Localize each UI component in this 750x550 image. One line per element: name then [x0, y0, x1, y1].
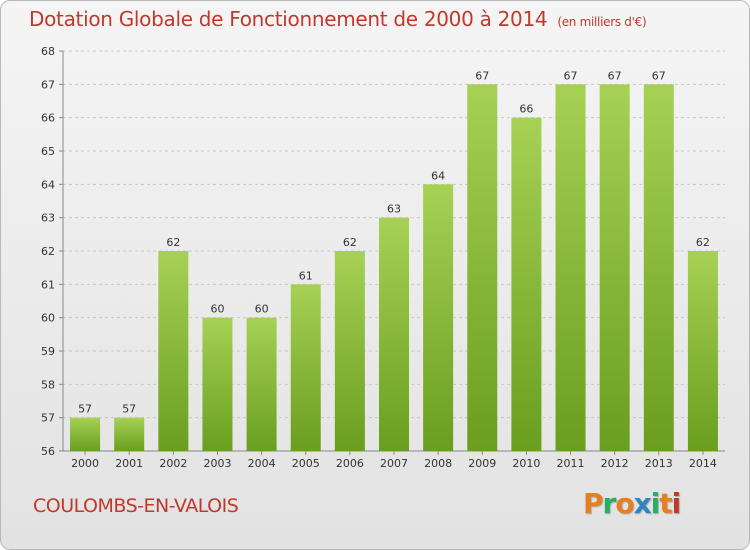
data-label-2010: 66 — [519, 103, 533, 116]
data-label-2005: 61 — [299, 269, 313, 282]
bar-2004 — [246, 317, 277, 451]
data-label-2013: 67 — [652, 69, 666, 82]
y-tick-label: 60 — [41, 312, 55, 325]
x-tick-label: 2011 — [557, 457, 585, 470]
logo-letter: i — [671, 487, 682, 520]
bar-2012 — [599, 84, 630, 451]
x-tick-label: 2000 — [71, 457, 99, 470]
data-label-2011: 67 — [564, 69, 578, 82]
data-label-2008: 64 — [431, 169, 445, 182]
data-label-2004: 60 — [255, 303, 269, 316]
y-tick-label: 68 — [41, 45, 55, 58]
bar-2007 — [378, 217, 410, 451]
bar-2014 — [687, 251, 718, 451]
bar-2013 — [643, 84, 674, 451]
x-tick-label: 2014 — [689, 457, 717, 470]
y-tick-label: 66 — [41, 112, 55, 125]
bar-2008 — [423, 184, 454, 452]
logo-letter: i — [650, 487, 661, 520]
x-tick-label: 2003 — [203, 457, 231, 470]
y-tick-label: 57 — [41, 412, 55, 425]
logo-letter: t — [659, 487, 672, 520]
y-tick-label: 59 — [41, 345, 55, 358]
y-tick-label: 67 — [41, 78, 55, 91]
bar-2005 — [290, 284, 321, 451]
bar-2006 — [334, 251, 365, 451]
bar-2000 — [70, 417, 101, 451]
bar-2009 — [467, 84, 498, 451]
x-tick-label: 2004 — [248, 457, 276, 470]
y-tick-label: 58 — [41, 378, 55, 391]
x-tick-labels: 2000 2001 2002 2003 2004 2005 2006 2007 2008 2009… — [71, 457, 717, 470]
data-label-2007: 63 — [387, 203, 401, 216]
x-tick-label: 2013 — [645, 457, 673, 470]
x-tick-label: 2007 — [380, 457, 408, 470]
x-tick-label: 2010 — [512, 457, 540, 470]
data-labels: 57 57 62 60 60 61 62 63 64 67 66 67 67 67 62 — [78, 69, 710, 415]
y-tick-label: 56 — [41, 445, 55, 458]
logo-letter: x — [633, 487, 652, 520]
logo-letter: P — [583, 487, 604, 520]
y-tick-label: 63 — [41, 212, 55, 225]
commune-name: COULOMBS-EN-VALOIS — [33, 495, 239, 517]
x-tick-label: 2006 — [336, 457, 364, 470]
bar-2003 — [202, 317, 233, 451]
chart-unit: (en milliers d'€) — [557, 15, 647, 29]
data-label-2006: 62 — [343, 236, 357, 249]
proxiti-logo: Proxiti — [583, 487, 682, 520]
data-label-2003: 60 — [210, 303, 224, 316]
y-tick-label: 65 — [41, 145, 55, 158]
data-label-2002: 62 — [166, 236, 180, 249]
data-label-2001: 57 — [122, 403, 136, 416]
x-tick-label: 2009 — [468, 457, 496, 470]
chart-title: Dotation Globale de Fonctionnement de 20… — [29, 7, 647, 31]
data-label-2009: 67 — [475, 69, 489, 82]
logo-letter: o — [615, 487, 634, 520]
x-tick-label: 2001 — [115, 457, 143, 470]
y-tick-label: 62 — [41, 245, 55, 258]
y-tick-label: 64 — [41, 178, 55, 191]
data-label-2014: 62 — [696, 236, 710, 249]
y-tick-labels: 56 57 58 59 60 61 62 63 64 65 66 67 68 — [41, 45, 55, 458]
data-label-2000: 57 — [78, 403, 92, 416]
bar-2002 — [158, 251, 189, 451]
chart-title-text: Dotation Globale de Fonctionnement de 20… — [29, 7, 548, 31]
logo-letter: r — [602, 487, 617, 520]
x-tick-label: 2008 — [424, 457, 452, 470]
bar-2010 — [511, 117, 542, 452]
x-tick-label: 2002 — [159, 457, 187, 470]
bar-2001 — [114, 417, 145, 451]
y-tick-label: 61 — [41, 278, 55, 291]
x-tick-label: 2005 — [292, 457, 320, 470]
data-label-2012: 67 — [608, 69, 622, 82]
x-tick-label: 2012 — [601, 457, 629, 470]
bars — [70, 84, 718, 452]
bar-2011 — [555, 84, 586, 451]
